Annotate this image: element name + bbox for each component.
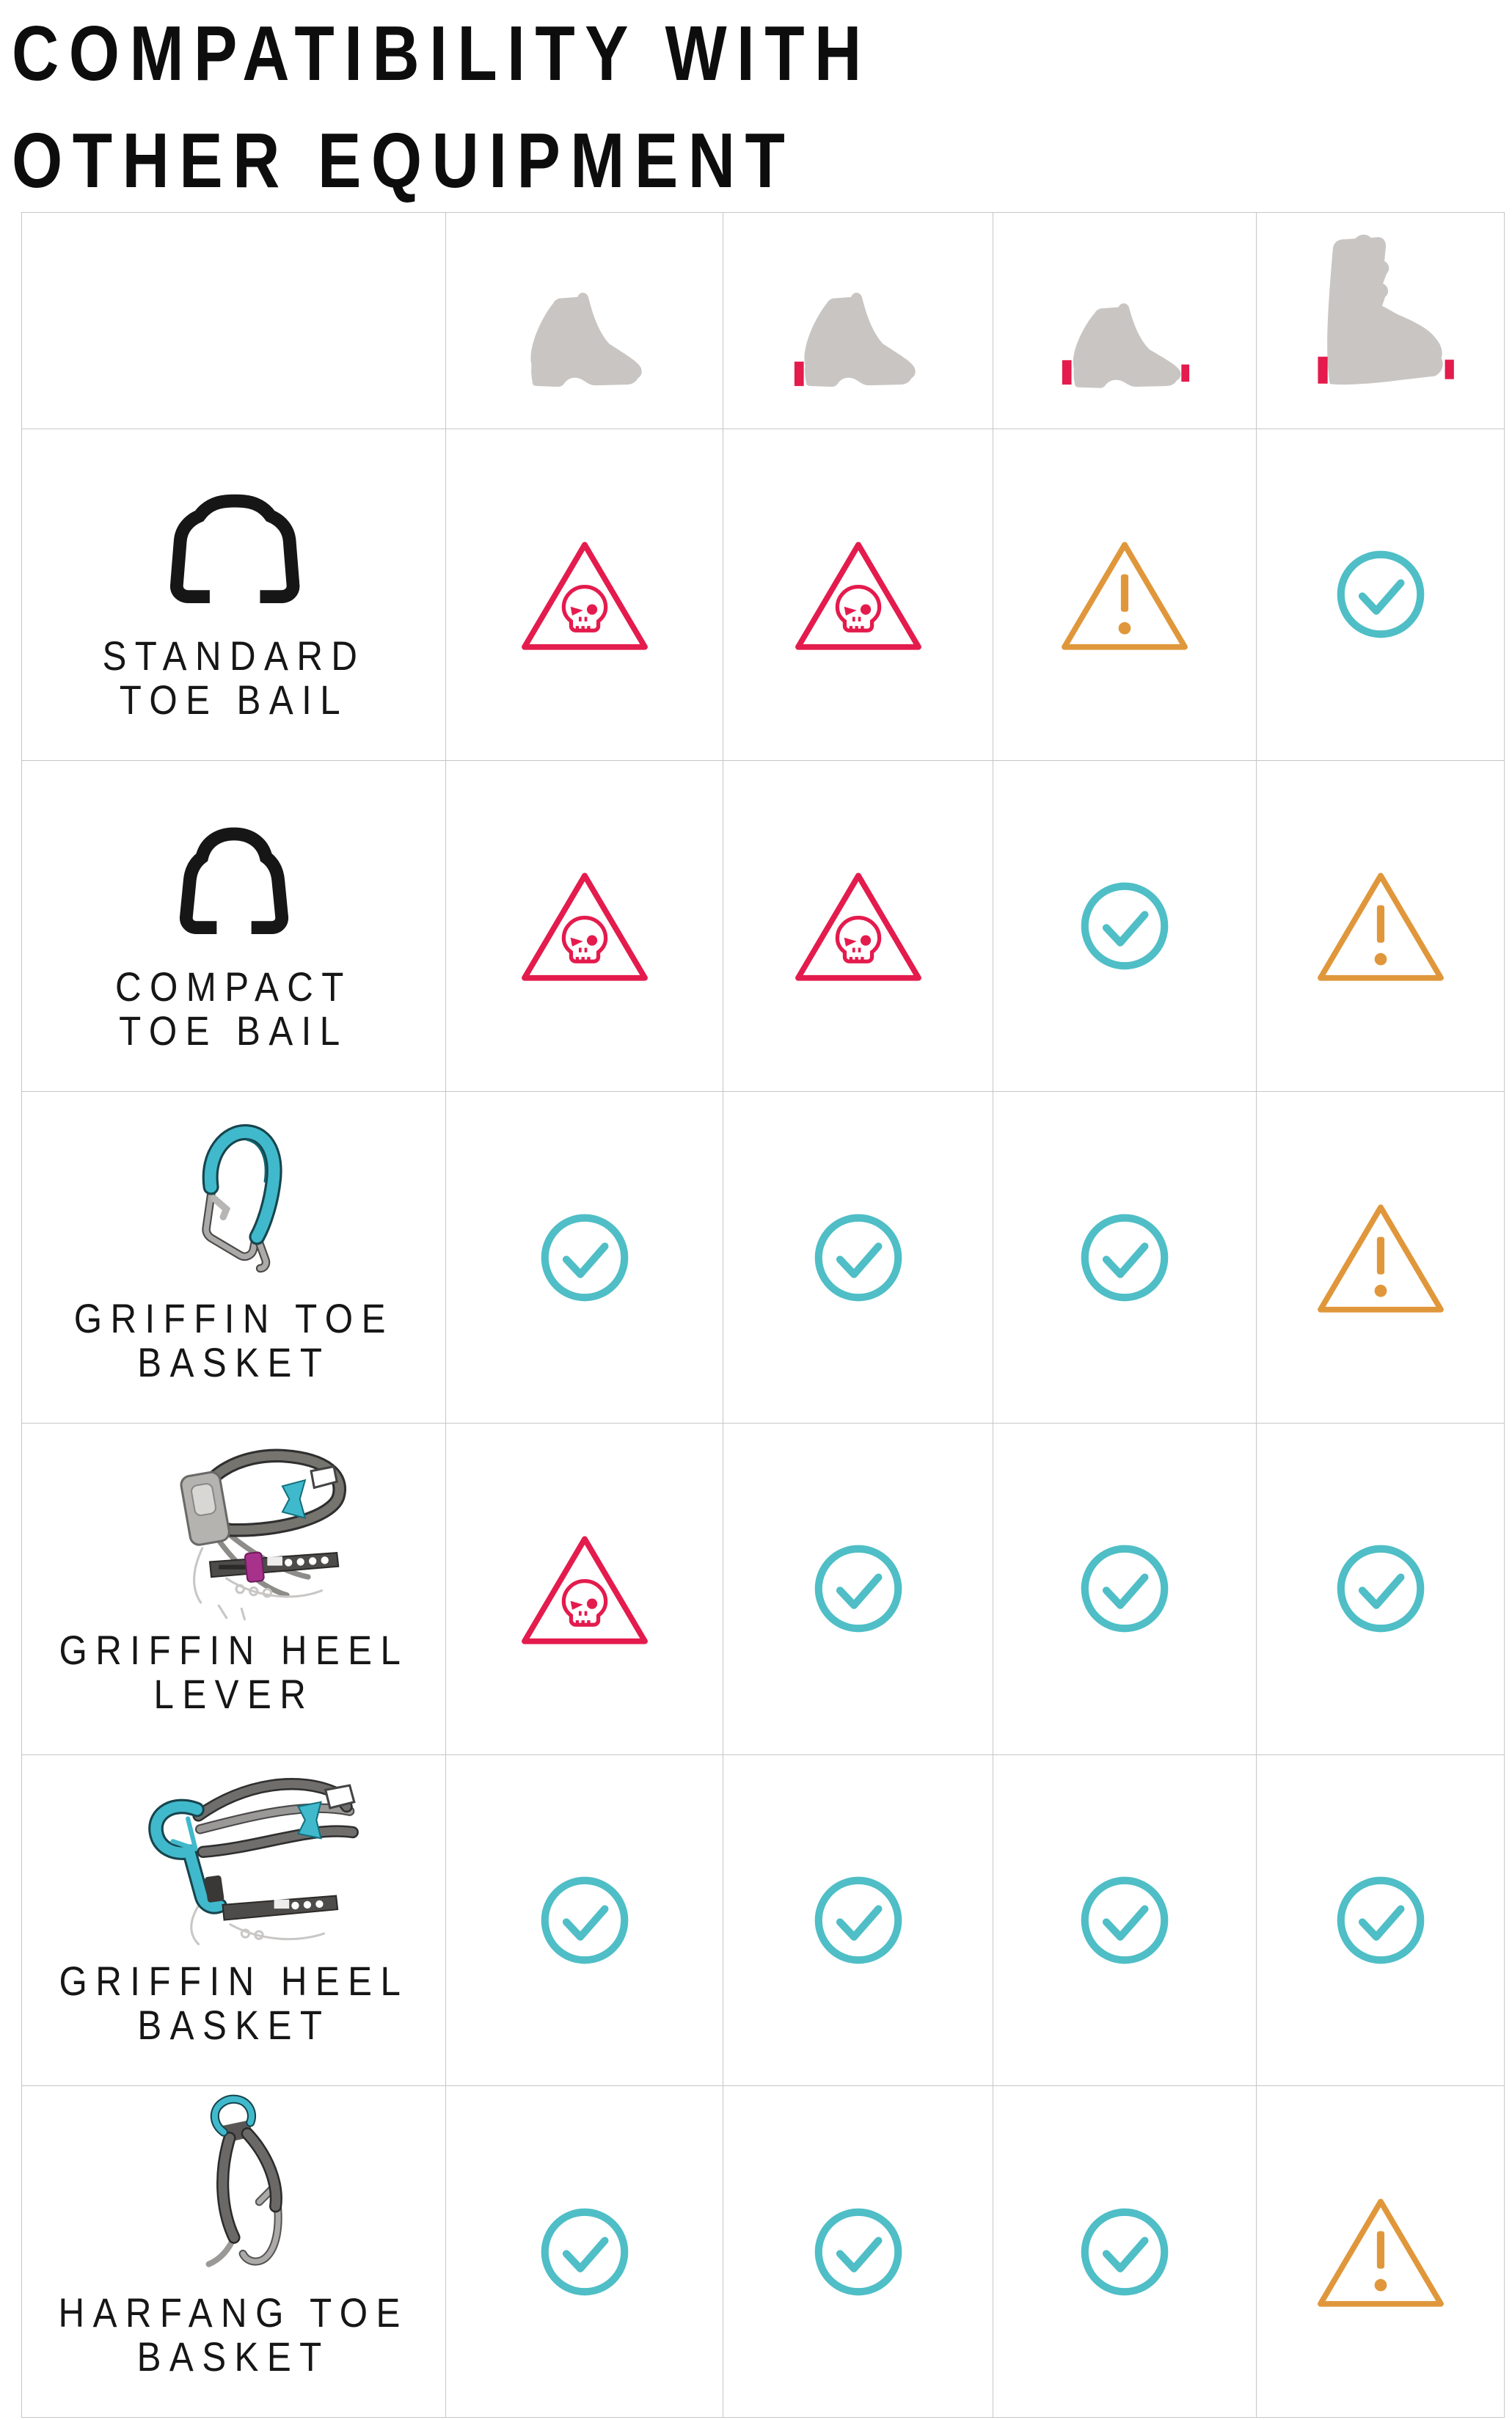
compact-toe-bail-icon [134,789,334,936]
compatibility-cell [1257,2086,1505,2418]
warning-triangle-icon [1312,1198,1449,1316]
griffin-toe-basket-icon [172,1114,296,1275]
check-circle-icon [1335,1543,1426,1634]
boot-heel-welt-icon [790,284,927,392]
compatibility-table: STANDARD TOE BAIL COMPACT TOE BAIL GRIFF… [21,212,1505,2418]
row-label: HARFANG TOE BASKET [58,2289,409,2380]
check-circle-icon [1335,549,1426,640]
check-circle-icon [1079,2206,1170,2297]
row-header-griffin-heel-basket: GRIFFIN HEEL BASKET [22,1754,446,2087]
compatibility-cell [1257,760,1505,1093]
compatibility-cell [446,429,723,761]
compatibility-cell [993,1754,1257,2087]
row-label: STANDARD TOE BAIL [102,632,365,723]
row-header-harfang-toe-basket: HARFANG TOE BASKET [22,2086,446,2418]
skull-warning-icon [516,867,653,985]
compatibility-cell [1257,429,1505,761]
check-circle-icon [1079,881,1170,972]
check-circle-icon [1335,1875,1426,1966]
skull-warning-icon [790,867,927,985]
check-circle-icon [1079,1212,1170,1303]
check-circle-icon [539,1212,630,1303]
check-circle-icon [1079,1543,1170,1634]
column-header-boot-toe-and-heel-welts [993,213,1257,429]
check-circle-icon [813,2206,904,2297]
compatibility-cell [1257,1754,1505,2087]
row-label: GRIFFIN HEEL LEVER [59,1626,409,1717]
skull-warning-icon [516,536,653,654]
compatibility-cell [1257,1423,1505,1755]
page-title-line1: COMPATIBILITY WITH [12,10,872,97]
compatibility-cell [723,2086,993,2418]
compatibility-cell [993,2086,1257,2418]
row-header-griffin-toe-basket: GRIFFIN TOE BASKET [22,1092,446,1424]
warning-triangle-icon [1312,2193,1449,2311]
compatibility-cell [993,760,1257,1093]
compatibility-cell [723,760,993,1093]
skull-warning-icon [516,1530,653,1648]
row-label: GRIFFIN TOE BASKET [73,1294,394,1385]
skull-warning-icon [790,536,927,654]
check-circle-icon [539,2206,630,2297]
ski-boot-toe-and-heel-welts-icon [1306,231,1456,392]
compatibility-cell [446,760,723,1093]
row-header-griffin-heel-lever: GRIFFIN HEEL LEVER [22,1423,446,1755]
column-header-boot-heel-welt [723,213,993,429]
compatibility-cell [993,1092,1257,1424]
column-header-ski-boot [1257,213,1505,429]
compatibility-cell [993,429,1257,761]
compatibility-cell [723,1092,993,1424]
check-circle-icon [813,1875,904,1966]
check-circle-icon [539,1875,630,1966]
compatibility-cell [446,2086,723,2418]
row-label: COMPACT TOE BAIL [115,963,352,1054]
row-label: GRIFFIN HEEL BASKET [59,1958,409,2049]
page-title: COMPATIBILITY WITH OTHER EQUIPMENT [12,0,1035,214]
table-corner-cell [22,213,446,429]
check-circle-icon [813,1543,904,1634]
compatibility-cell [446,1754,723,2087]
harfang-toe-basket-icon [175,2091,293,2287]
check-circle-icon [1079,1875,1170,1966]
boot-without-welts-icon [516,284,653,392]
griffin-heel-basket-icon [109,1763,359,1952]
column-header-boot-without-welts [446,213,723,429]
compatibility-cell [446,1423,723,1755]
compatibility-cell [723,1423,993,1755]
compatibility-cell [993,1423,1257,1755]
compatibility-cell [723,1754,993,2087]
check-circle-icon [813,1212,904,1303]
warning-triangle-icon [1312,867,1449,985]
compatibility-cell [1257,1092,1505,1424]
row-header-standard-toe-bail: STANDARD TOE BAIL [22,429,446,761]
standard-toe-bail-icon [134,458,334,605]
boot-toe-and-heel-welts-icon [1056,284,1193,392]
compatibility-cell [446,1092,723,1424]
page-title-line2: OTHER EQUIPMENT [12,117,795,204]
row-header-compact-toe-bail: COMPACT TOE BAIL [22,760,446,1093]
griffin-heel-lever-icon [113,1427,355,1624]
compatibility-cell [723,429,993,761]
warning-triangle-icon [1056,536,1193,654]
